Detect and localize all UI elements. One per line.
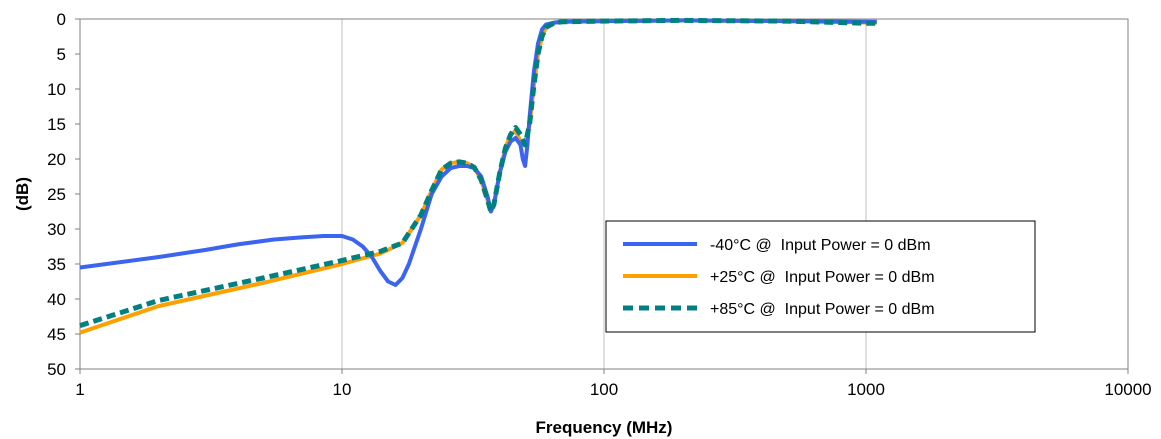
x-axis-title: Frequency (MHz) (536, 418, 673, 437)
y-tick-label: 50 (47, 360, 66, 379)
y-tick-label: 30 (47, 220, 66, 239)
x-tick-label: 10 (333, 380, 352, 399)
y-tick-label: 10 (47, 80, 66, 99)
x-tick-label: 100 (590, 380, 618, 399)
legend-label-3: +85°C @ Input Power = 0 dBm (710, 301, 935, 318)
y-tick-label: 45 (47, 325, 66, 344)
y-tick-label: 20 (47, 150, 66, 169)
x-tick-label: 10000 (1104, 380, 1151, 399)
y-tick-label: 40 (47, 290, 66, 309)
y-tick-label: 0 (57, 10, 66, 29)
y-tick-label: 15 (47, 115, 66, 134)
series-line-3 (79, 17, 877, 328)
x-tick-label: 1000 (847, 380, 885, 399)
x-axis-ticks: 1 10 100 1000 10000 (75, 369, 1152, 399)
series-layer (79, 17, 877, 335)
x-tick-label: 1 (75, 380, 84, 399)
legend-label-1: -40°C @ Input Power = 0 dBm (710, 237, 931, 254)
y-axis-ticks: 0 5 10 15 20 25 30 35 40 45 50 (47, 10, 80, 379)
y-axis-title: (dB) (13, 177, 32, 211)
legend-label-2: +25°C @ Input Power = 0 dBm (710, 269, 935, 286)
legend: -40°C @ Input Power = 0 dBm +25°C @ Input… (605, 220, 1036, 333)
y-tick-label: 5 (57, 45, 66, 64)
y-tick-label: 25 (47, 185, 66, 204)
y-tick-label: 35 (47, 255, 66, 274)
